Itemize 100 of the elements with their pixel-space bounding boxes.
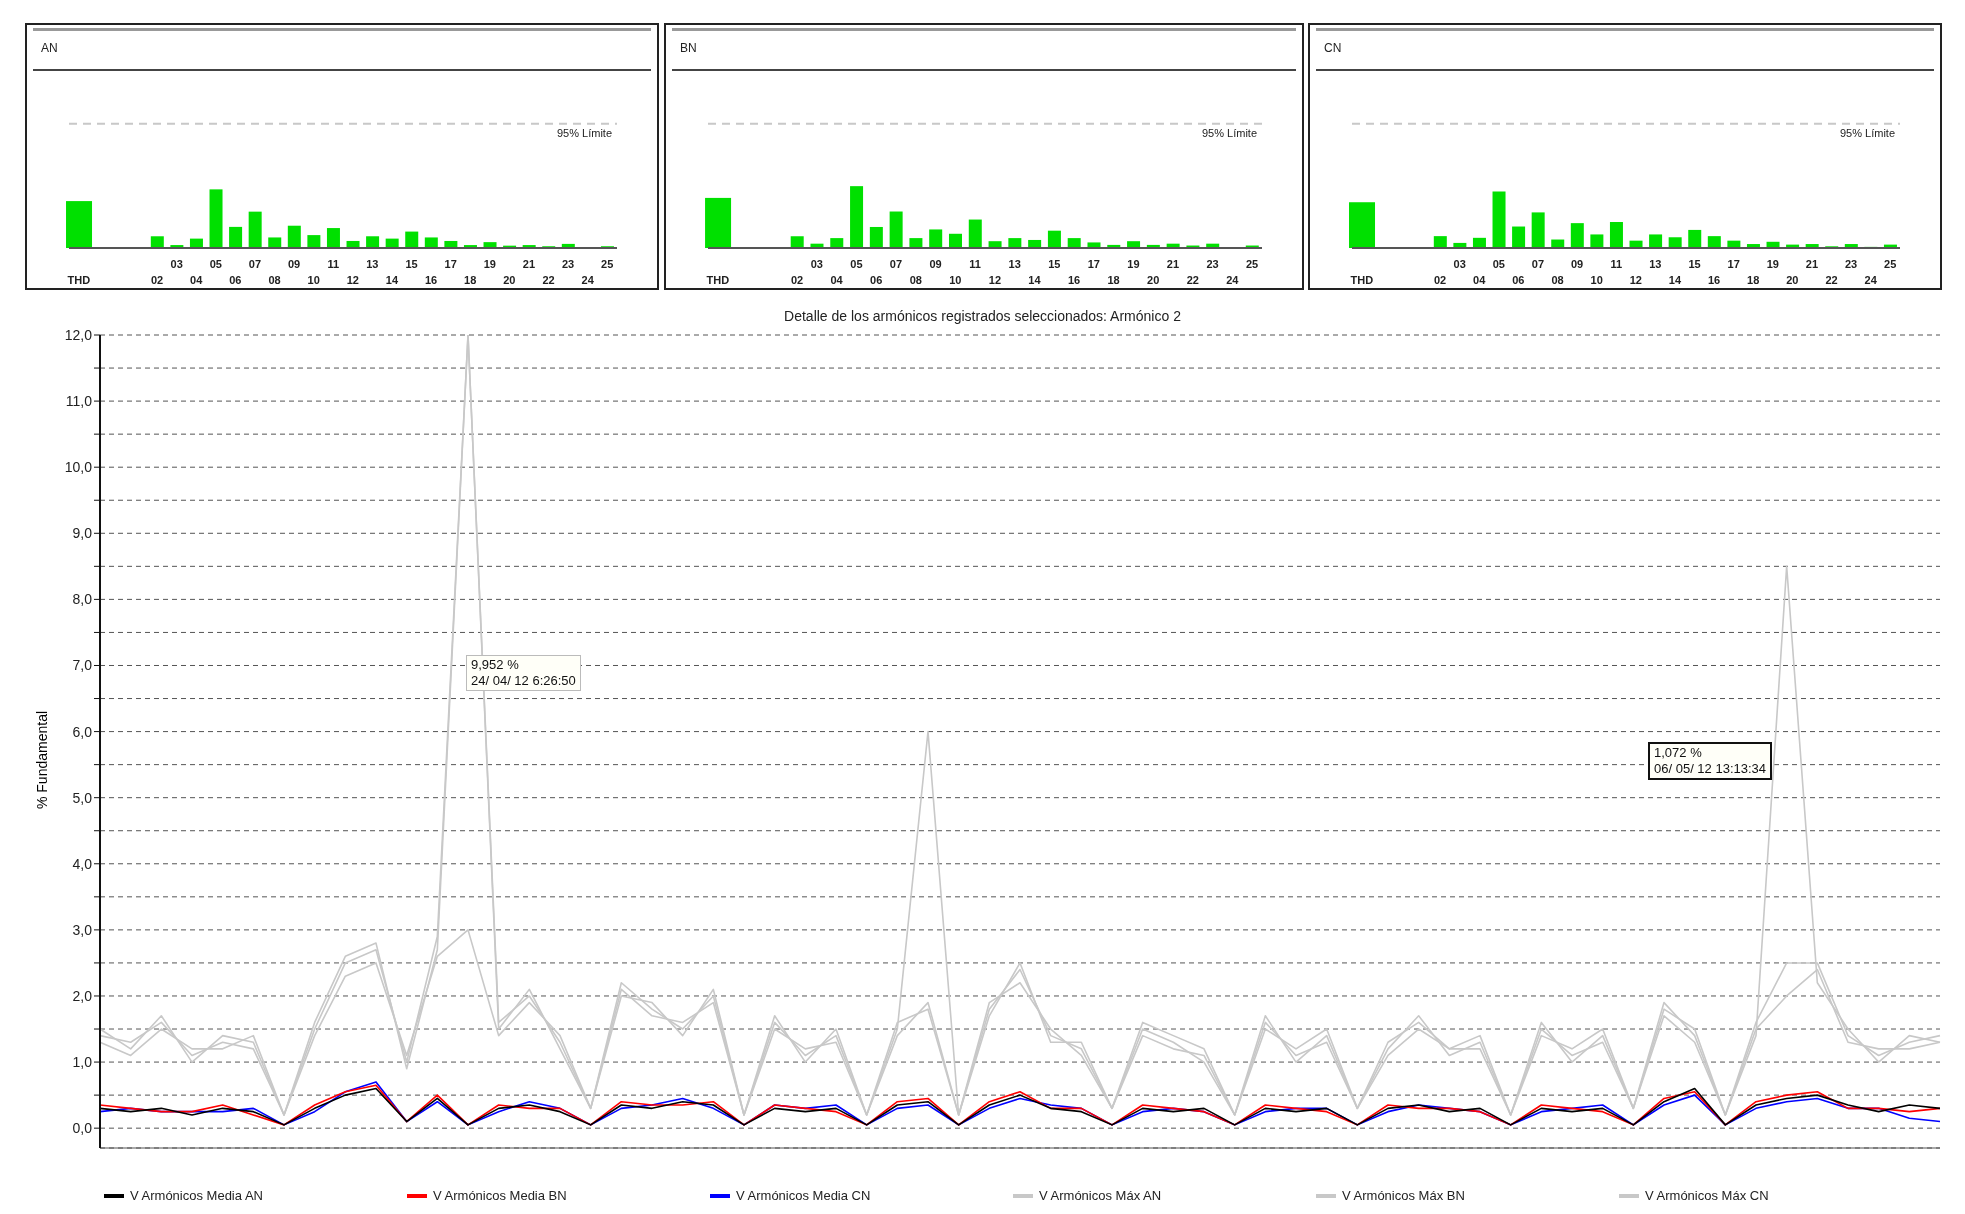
chart-title: CN (1324, 41, 1342, 55)
x-tick-label: 09 (1570, 258, 1584, 270)
ref-line-label: 95% Límite (556, 126, 612, 139)
x-tick-label: 02 (1433, 274, 1447, 286)
x-tick-label: 14 (385, 274, 399, 286)
legend-label: V Armónicos Máx BN (1341, 1188, 1465, 1203)
x-tick-label: 24 (1864, 274, 1878, 286)
x-tick-label: 04 (190, 274, 204, 286)
x-tick-label: 04 (830, 274, 844, 286)
x-tick-label: 23 (1206, 258, 1219, 270)
x-tick-label: 03 (170, 258, 183, 270)
annotation: 1,072 % 06/ 05/ 12 13:13:34 (1648, 742, 1773, 780)
x-tick-label: 18 (1747, 274, 1760, 286)
x-tick-label: 11 (327, 258, 340, 270)
ref-line-label: 95% Límite (1201, 126, 1257, 139)
x-tick-label: 02 (150, 274, 164, 286)
x-tick-label: 15 (1688, 258, 1701, 270)
x-tick-label: 21 (1166, 258, 1180, 270)
x-tick-label: 11 (1610, 258, 1623, 270)
x-tick-label: THD (67, 274, 91, 286)
x-tick-label: 16 (424, 274, 438, 286)
x-tick-label: 15 (1048, 258, 1061, 270)
x-tick-label: 06 (870, 274, 883, 286)
x-tick-label: 17 (444, 258, 457, 270)
x-tick-label: 16 (1067, 274, 1081, 286)
y-tick-label: 10,0 (64, 459, 93, 476)
x-tick-label: 13 (1008, 258, 1021, 270)
x-tick-label: 21 (522, 258, 536, 270)
x-tick-label: 25 (1884, 258, 1897, 270)
y-tick-label: 8,0 (72, 591, 93, 608)
x-tick-label: 08 (268, 274, 281, 286)
x-tick-label: 07 (248, 258, 262, 270)
x-tick-label: 09 (929, 258, 942, 270)
y-tick-label: 1,0 (72, 1054, 93, 1071)
legend-label: V Armónicos Máx CN (1644, 1188, 1769, 1203)
chart-title: Detalle de los armónicos registrados seleccionados: Armónico 2 (783, 308, 1182, 324)
x-tick-label: 08 (909, 274, 922, 286)
y-tick-label: 3,0 (72, 921, 93, 938)
x-tick-label: 10 (1590, 274, 1603, 286)
chart-title: BN (680, 41, 697, 55)
x-tick-label: 08 (1551, 274, 1564, 286)
legend-label: V Armónicos Media CN (735, 1188, 871, 1203)
x-tick-label: 20 (1786, 274, 1799, 286)
x-tick-label: 20 (1147, 274, 1160, 286)
x-tick-label: THD (1350, 274, 1374, 286)
annotation: 9,952 % 24/ 04/ 12 6:26:50 (466, 655, 581, 691)
x-tick-label: 23 (561, 258, 575, 270)
y-tick-label: 0,0 (72, 1120, 93, 1137)
y-tick-label: 7,0 (72, 657, 93, 674)
y-tick-label: 2,0 (72, 987, 93, 1004)
y-tick-label: 9,0 (72, 525, 93, 542)
x-tick-label: 13 (366, 258, 379, 270)
x-tick-label: 25 (1245, 258, 1259, 270)
x-tick-label: THD (706, 274, 730, 286)
x-tick-label: 05 (850, 258, 863, 270)
x-tick-label: 09 (287, 258, 301, 270)
y-tick-label: 6,0 (72, 723, 93, 740)
y-axis-title: % Fundamental (34, 709, 50, 812)
x-tick-label: 23 (1844, 258, 1858, 270)
x-tick-label: 10 (307, 274, 320, 286)
x-tick-label: 24 (1226, 274, 1240, 286)
y-tick-label: 5,0 (72, 789, 93, 806)
x-tick-label: 06 (229, 274, 242, 286)
x-tick-label: 14 (1028, 274, 1042, 286)
x-tick-label: 22 (1825, 274, 1838, 286)
x-tick-label: 02 (790, 274, 804, 286)
x-tick-label: 05 (1492, 258, 1505, 270)
legend-label: V Armónicos Media BN (432, 1188, 567, 1203)
chart-title: AN (41, 41, 58, 55)
x-tick-label: 20 (503, 274, 516, 286)
x-tick-label: 22 (542, 274, 555, 286)
x-tick-label: 10 (949, 274, 962, 286)
x-tick-label: 05 (209, 258, 222, 270)
x-tick-label: 18 (464, 274, 477, 286)
x-tick-label: 07 (1531, 258, 1545, 270)
legend-label: V Armónicos Máx AN (1038, 1188, 1162, 1203)
x-tick-label: 12 (988, 274, 1002, 286)
x-tick-label: 03 (1453, 258, 1466, 270)
x-tick-label: 19 (1127, 258, 1140, 270)
x-tick-label: 03 (810, 258, 823, 270)
ref-line-label: 95% Límite (1839, 126, 1895, 139)
x-tick-label: 25 (601, 258, 614, 270)
x-tick-label: 07 (889, 258, 903, 270)
x-tick-label: 17 (1087, 258, 1100, 270)
x-tick-label: 15 (405, 258, 418, 270)
legend-label: V Armónicos Media AN (129, 1188, 263, 1203)
x-tick-label: 04 (1473, 274, 1487, 286)
x-tick-label: 11 (969, 258, 981, 270)
x-tick-label: 18 (1107, 274, 1120, 286)
x-tick-label: 12 (1629, 274, 1642, 286)
x-tick-label: 22 (1186, 274, 1199, 286)
x-tick-label: 16 (1707, 274, 1721, 286)
x-tick-label: 21 (1805, 258, 1819, 270)
x-tick-label: 06 (1512, 274, 1525, 286)
x-tick-label: 24 (581, 274, 595, 286)
y-tick-label: 4,0 (72, 855, 93, 872)
x-tick-label: 14 (1668, 274, 1682, 286)
y-tick-label: 11,0 (65, 393, 93, 410)
y-tick-label: 12,0 (64, 326, 93, 343)
x-tick-label: 19 (1766, 258, 1779, 270)
